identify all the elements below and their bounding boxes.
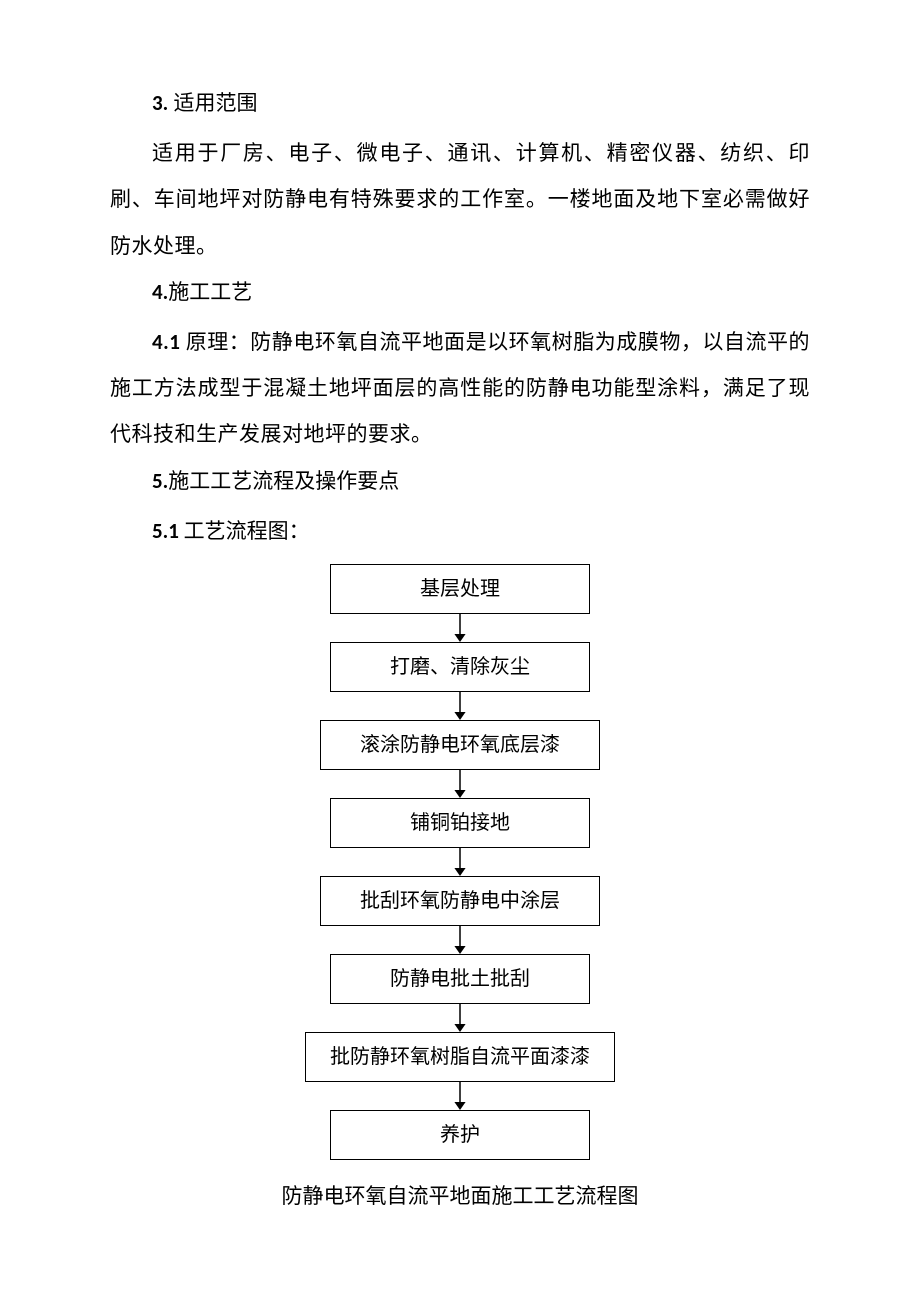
flow-node: 批防静环氧树脂自流平面漆漆 <box>305 1032 615 1082</box>
flow-arrow <box>450 692 470 720</box>
section-4-heading: 4.施工工艺 <box>110 269 810 315</box>
section-5-title: 施工工艺流程及操作要点 <box>168 469 399 493</box>
section-3-heading: 3. 适用范围 <box>110 80 810 126</box>
section-3-num: 3. <box>152 90 168 116</box>
flowchart-container: 基层处理打磨、清除灰尘滚涂防静电环氧底层漆铺铜铂接地批刮环氧防静电中涂层防静电批… <box>110 564 810 1160</box>
section-4-num: 4. <box>152 279 168 305</box>
flow-node: 防静电批土批刮 <box>330 954 590 1004</box>
flow-arrow <box>450 1004 470 1032</box>
flow-arrow <box>450 1082 470 1110</box>
flow-arrow <box>450 770 470 798</box>
section-41-body: 4.1 原理：防静电环氧自流平地面是以环氧树脂为成膜物，以自流平的施工方法成型于… <box>110 319 810 458</box>
section-5-num: 5. <box>152 468 168 494</box>
flow-node: 基层处理 <box>330 564 590 614</box>
flow-arrow <box>450 926 470 954</box>
flow-node: 打磨、清除灰尘 <box>330 642 590 692</box>
flow-node: 养护 <box>330 1110 590 1160</box>
flow-node: 滚涂防静电环氧底层漆 <box>320 720 600 770</box>
section-3-body: 适用于厂房、电子、微电子、通讯、计算机、精密仪器、纺织、印刷、车间地坪对防静电有… <box>110 130 810 269</box>
section-51-heading: 5.1 工艺流程图： <box>110 508 810 554</box>
section-5-heading: 5.施工工艺流程及操作要点 <box>110 458 810 504</box>
section-3-title: 适用范围 <box>168 91 257 115</box>
flow-node: 铺铜铂接地 <box>330 798 590 848</box>
flowchart-caption: 防静电环氧自流平地面施工工艺流程图 <box>110 1180 810 1210</box>
section-51-num: 5.1 <box>152 518 184 544</box>
section-41-text: 原理：防静电环氧自流平地面是以环氧树脂为成膜物，以自流平的施工方法成型于混凝土地… <box>110 330 810 446</box>
flow-arrow <box>450 848 470 876</box>
flow-node: 批刮环氧防静电中涂层 <box>320 876 600 926</box>
section-51-title: 工艺流程图： <box>184 519 310 543</box>
section-4-title: 施工工艺 <box>168 280 252 304</box>
section-41-num: 4.1 <box>152 329 186 355</box>
flow-arrow <box>450 614 470 642</box>
